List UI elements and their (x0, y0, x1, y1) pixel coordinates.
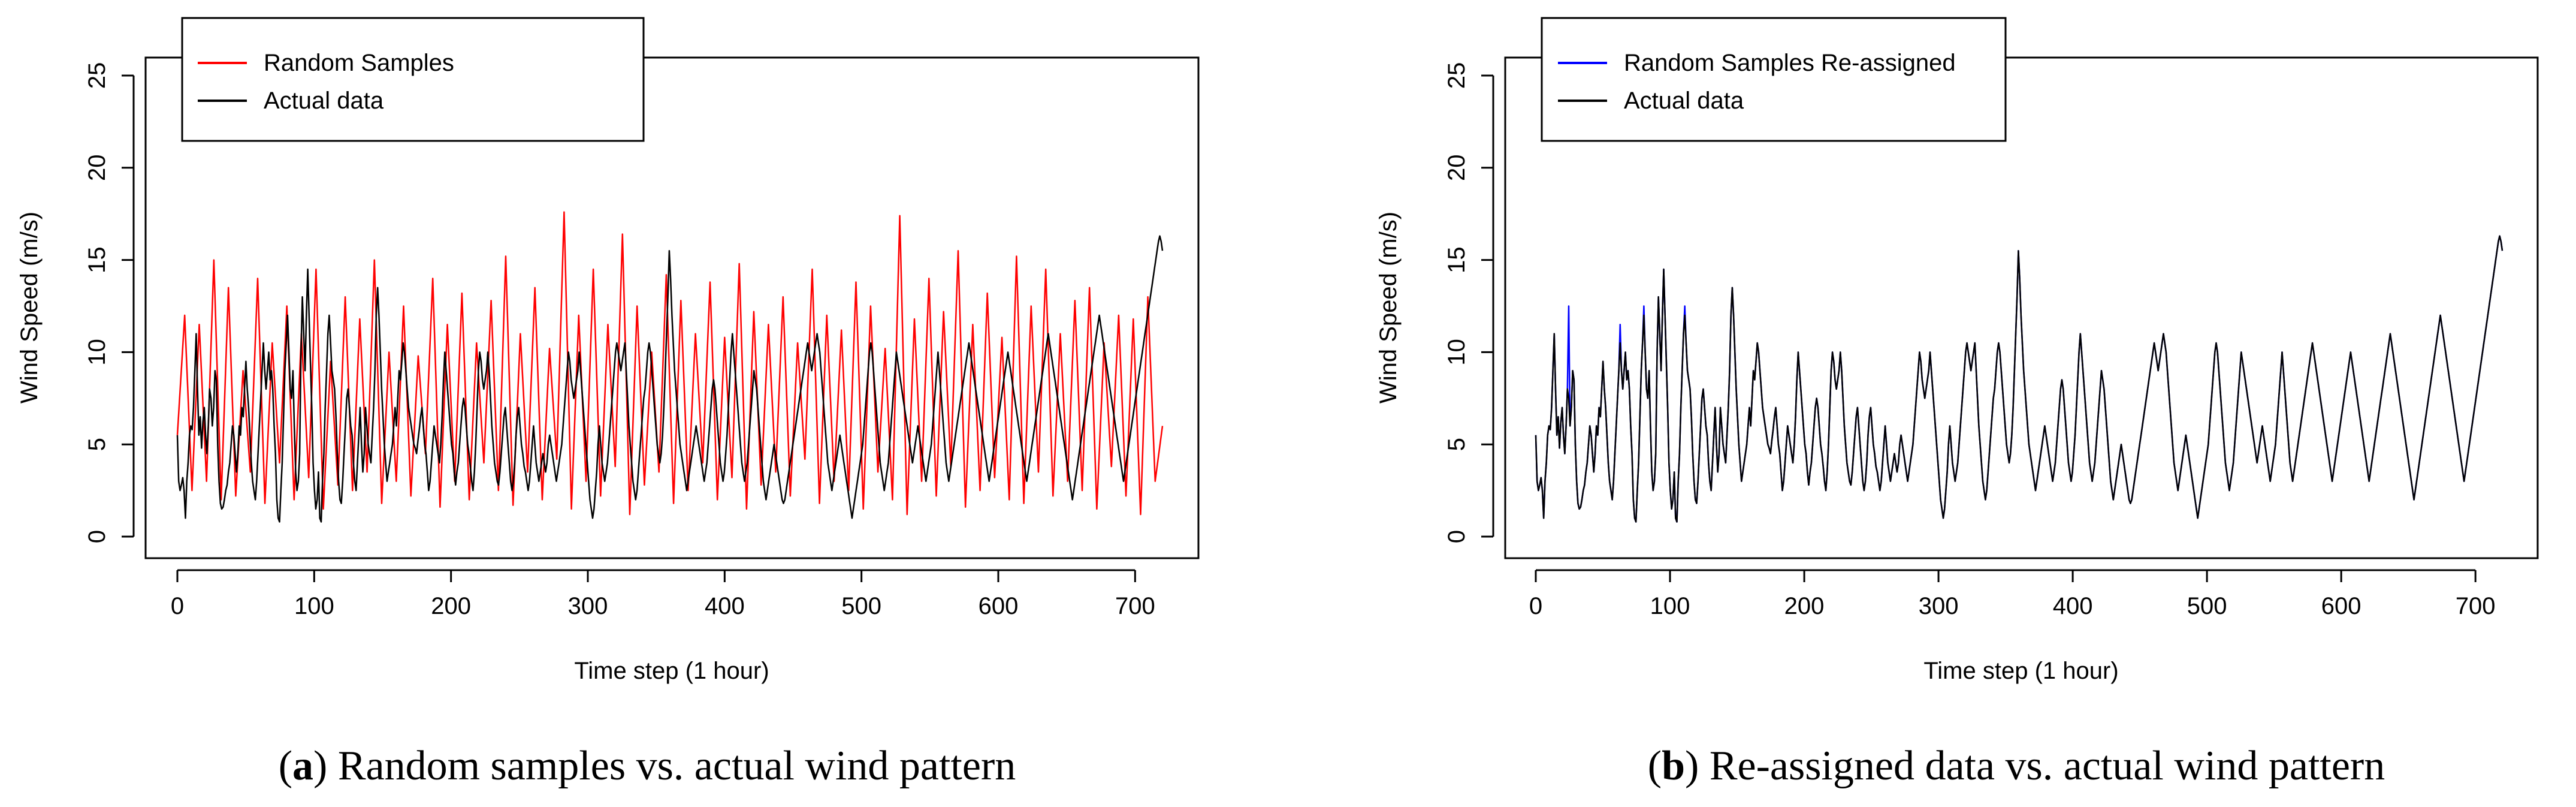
y-axis-label-a: Wind Speed (m/s) (16, 212, 43, 404)
legend-label-random-samples: Random Samples (264, 50, 454, 76)
x-tick-label-a: 100 (294, 593, 334, 619)
legend-box-b (1541, 17, 2007, 142)
y-tick-label-a: 25 (84, 62, 110, 89)
x-tick-label-a: 700 (1115, 593, 1155, 619)
y-tick-label-a: 20 (84, 155, 110, 182)
legend-label-actual-data-b: Actual data (1624, 88, 1744, 114)
series-line-actual-data-a (176, 235, 1164, 523)
axes-b: 0 100 200 300 400 500 600 700 0 5 10 15 20 25 (1443, 62, 2496, 619)
y-tick-label-a: 0 (84, 530, 110, 543)
x-tick-label-b: 100 (1650, 593, 1690, 619)
x-tick-label-b: 300 (1919, 593, 1959, 619)
x-tick-label-b: 600 (2321, 593, 2361, 619)
series-a (176, 211, 1164, 523)
legend-b: Random Samples Re-assigned Actual data (1541, 17, 2007, 142)
x-tick-label-a: 300 (568, 593, 608, 619)
x-tick-label-a: 200 (431, 593, 471, 619)
legend-label-actual-data-a: Actual data (264, 88, 384, 114)
legend-label-random-samples-reassigned: Random Samples Re-assigned (1624, 50, 1956, 76)
x-tick-label-b: 200 (1784, 593, 1825, 619)
panel-a: 0 100 200 300 400 500 600 700 0 5 10 15 20 25 Random … (16, 17, 1200, 789)
caption-b: (b) Re-assigned data vs. actual wind pat… (1648, 743, 2385, 789)
x-tick-label-a: 500 (841, 593, 881, 619)
series-b (1535, 235, 2503, 523)
x-tick-label-a: 400 (705, 593, 745, 619)
y-tick-label-a: 10 (84, 339, 110, 366)
panel-label-a: a (292, 743, 313, 789)
y-tick-label-b: 25 (1443, 62, 1470, 89)
x-tick-label-a: 600 (979, 593, 1019, 619)
y-tick-label-a: 15 (84, 246, 110, 273)
caption-a: (a) Random samples vs. actual wind patte… (279, 743, 1016, 789)
plot-frame-a (144, 56, 1200, 559)
y-tick-label-b: 15 (1443, 246, 1470, 273)
caption-text-a: Random samples vs. actual wind pattern (338, 743, 1016, 789)
series-line-random-samples-a (176, 211, 1164, 516)
x-tick-label-a: 0 (171, 593, 184, 619)
x-tick-label-b: 500 (2187, 593, 2227, 619)
y-tick-label-b: 10 (1443, 339, 1470, 366)
axes-a: 0 100 200 300 400 500 600 700 0 5 10 15 20 25 (84, 62, 1155, 619)
x-axis-label-b: Time step (1 hour) (1923, 658, 2118, 684)
plot-frame-b (1504, 56, 2539, 559)
panel-b: 0 100 200 300 400 500 600 700 0 5 10 15 20 25 Random … (1375, 17, 2539, 789)
y-tick-label-b: 20 (1443, 155, 1470, 182)
y-tick-label-b: 0 (1443, 530, 1470, 543)
x-tick-label-b: 0 (1529, 593, 1542, 619)
panel-label-b: b (1662, 743, 1685, 789)
legend-a: Random Samples Actual data (181, 17, 645, 142)
y-axis-label-b: Wind Speed (m/s) (1375, 212, 1402, 404)
x-tick-label-b: 400 (2053, 593, 2093, 619)
x-tick-label-b: 700 (2456, 593, 2496, 619)
y-tick-label-a: 5 (84, 438, 110, 451)
x-axis-label-a: Time step (1 hour) (574, 658, 769, 684)
series-line-actual-data-b (1535, 235, 2503, 523)
y-tick-label-b: 5 (1443, 438, 1470, 451)
caption-text-b: Re-assigned data vs. actual wind pattern (1710, 743, 2385, 789)
legend-box-a (181, 17, 645, 142)
